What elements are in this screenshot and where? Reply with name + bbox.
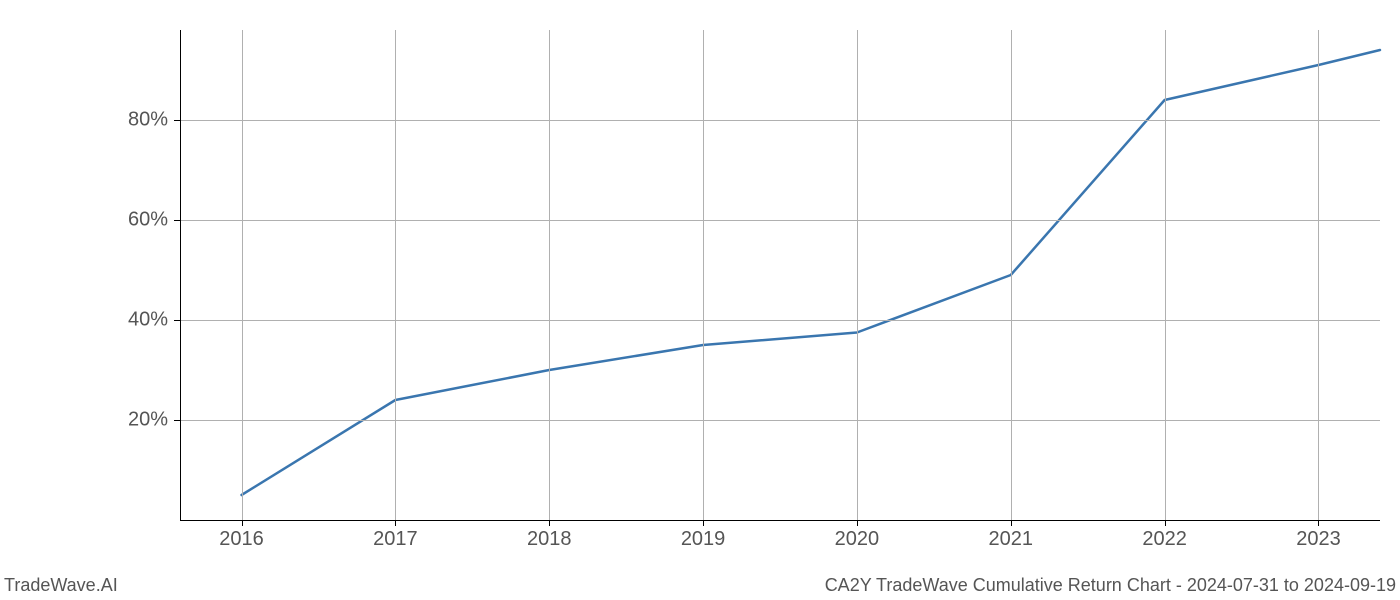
y-tick-label: 60% xyxy=(128,209,168,232)
footer-brand: TradeWave.AI xyxy=(4,575,118,596)
series-cumulative-return xyxy=(242,50,1380,495)
x-tick-label: 2016 xyxy=(219,528,264,551)
y-tick-label: 40% xyxy=(128,309,168,332)
gridline-horizontal xyxy=(180,120,1380,121)
gridline-vertical xyxy=(549,30,550,520)
gridline-vertical xyxy=(857,30,858,520)
chart-container: TradeWave.AI CA2Y TradeWave Cumulative R… xyxy=(0,0,1400,600)
x-tick-label: 2019 xyxy=(681,528,726,551)
x-tick-label: 2022 xyxy=(1142,528,1187,551)
gridline-horizontal xyxy=(180,220,1380,221)
gridline-vertical xyxy=(1318,30,1319,520)
gridline-horizontal xyxy=(180,320,1380,321)
line-series xyxy=(180,30,1380,520)
x-tick-label: 2020 xyxy=(835,528,880,551)
x-tick-label: 2023 xyxy=(1296,528,1341,551)
gridline-vertical xyxy=(703,30,704,520)
x-tick-label: 2021 xyxy=(989,528,1034,551)
plot-area xyxy=(180,30,1380,520)
y-axis-spine xyxy=(180,30,181,520)
gridline-vertical xyxy=(1011,30,1012,520)
x-tick-label: 2017 xyxy=(373,528,418,551)
gridline-vertical xyxy=(242,30,243,520)
y-tick-label: 20% xyxy=(128,409,168,432)
footer-caption: CA2Y TradeWave Cumulative Return Chart -… xyxy=(825,575,1396,596)
x-tick-label: 2018 xyxy=(527,528,572,551)
x-axis-spine xyxy=(180,520,1380,521)
gridline-horizontal xyxy=(180,420,1380,421)
gridline-vertical xyxy=(1165,30,1166,520)
y-tick-label: 80% xyxy=(128,109,168,132)
gridline-vertical xyxy=(395,30,396,520)
